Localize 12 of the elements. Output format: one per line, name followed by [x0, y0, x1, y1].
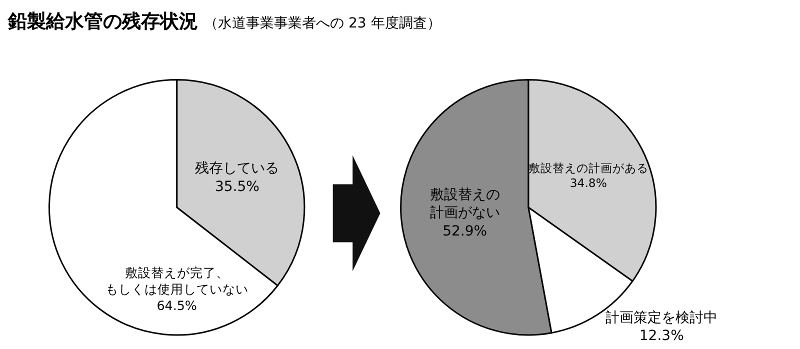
data-label: 52.9% [442, 223, 488, 240]
slice-label: 計画策定を検討中 [606, 310, 718, 326]
slice-label: 敷設替えの計画がある [528, 161, 648, 176]
data-label: 35.5% [214, 178, 260, 195]
slice-label: 残存している [195, 160, 280, 177]
data-label: 12.3% [639, 328, 684, 344]
chart-subtitle: （水道事業事業者への 23 年度調査） [204, 15, 441, 32]
chart-title: 鉛製給水管の残存状況 [7, 10, 198, 32]
slice-label: 敷設替えの計画がない [430, 187, 500, 222]
data-label: 64.5% [156, 298, 197, 313]
slice-label: 敷設替えが完了、もしくは使用していない [105, 264, 248, 296]
data-label: 34.8% [570, 176, 607, 190]
